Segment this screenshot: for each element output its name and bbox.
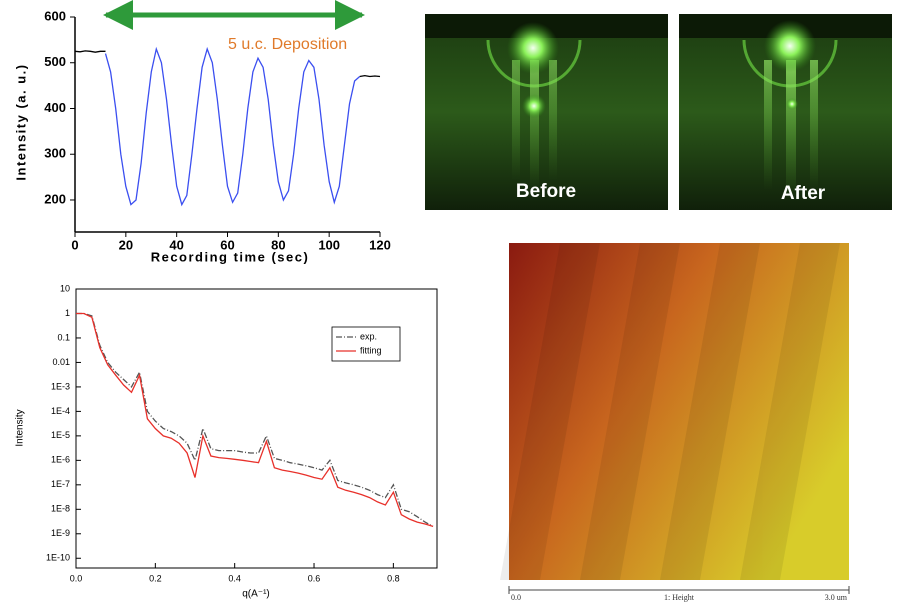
rheed-before: Before	[425, 14, 668, 210]
x-tick-label: 0.8	[387, 573, 400, 583]
x-tick-label: 0.4	[228, 573, 241, 583]
x-tick-label: 40	[169, 237, 183, 252]
x-tick-label: 0.6	[308, 573, 321, 583]
y-tick-label: 1E-8	[51, 504, 70, 514]
x-tick-label: 20	[119, 237, 133, 252]
y-tick-label: 500	[44, 54, 66, 69]
image-label: Before	[516, 181, 576, 202]
series-line	[104, 46, 361, 207]
series-line	[74, 50, 381, 78]
y-tick-label: 10	[60, 283, 70, 293]
y-tick-label: 1E-7	[51, 479, 70, 489]
y-tick-label: 1E-4	[51, 406, 70, 416]
scale-label: 0.0	[511, 593, 521, 602]
y-tick-label: 0.1	[57, 332, 70, 342]
plot-frame	[75, 288, 438, 569]
y-tick-label: 1E-5	[51, 430, 70, 440]
y-tick-label: 400	[44, 100, 66, 115]
y-tick-label: 0.01	[52, 357, 70, 367]
legend-label: exp.	[360, 331, 377, 341]
legend-label: fitting	[360, 345, 382, 355]
y-axis-label: Intensity (a. u.)	[13, 63, 28, 180]
y-axis-label: Intensity	[15, 409, 26, 446]
scale-label: 3.0 um	[825, 593, 848, 602]
rheed-after: After	[679, 14, 892, 210]
y-tick-label: 1	[65, 308, 70, 318]
y-tick-label: 1E-3	[51, 381, 70, 391]
x-tick-label: 80	[271, 237, 285, 252]
x-axis-label: Recording time (sec)	[151, 249, 310, 264]
y-tick-label: 1E-10	[46, 553, 70, 563]
x-tick-label: 0.0	[70, 573, 83, 583]
y-tick-label: 300	[44, 146, 66, 161]
x-tick-label: 60	[220, 237, 234, 252]
y-tick-label: 600	[44, 8, 66, 23]
x-tick-label: 0.2	[149, 573, 162, 583]
x-axis-label: q(A⁻¹)	[242, 589, 270, 600]
series-line	[76, 312, 434, 528]
annotation: 5 u.c. Deposition	[228, 36, 347, 53]
afm-image: 0.0 1: Height 3.0 um	[500, 243, 850, 602]
y-tick-label: 200	[44, 191, 66, 206]
x-tick-label: 120	[369, 237, 391, 252]
y-tick-label: 1E-9	[51, 528, 70, 538]
image-label: After	[781, 183, 826, 204]
x-tick-label: 100	[318, 237, 340, 252]
legend-box	[331, 326, 401, 362]
scale-label: 1: Height	[664, 593, 695, 602]
x-tick-label: 0	[71, 237, 78, 252]
y-tick-label: 1E-6	[51, 455, 70, 465]
